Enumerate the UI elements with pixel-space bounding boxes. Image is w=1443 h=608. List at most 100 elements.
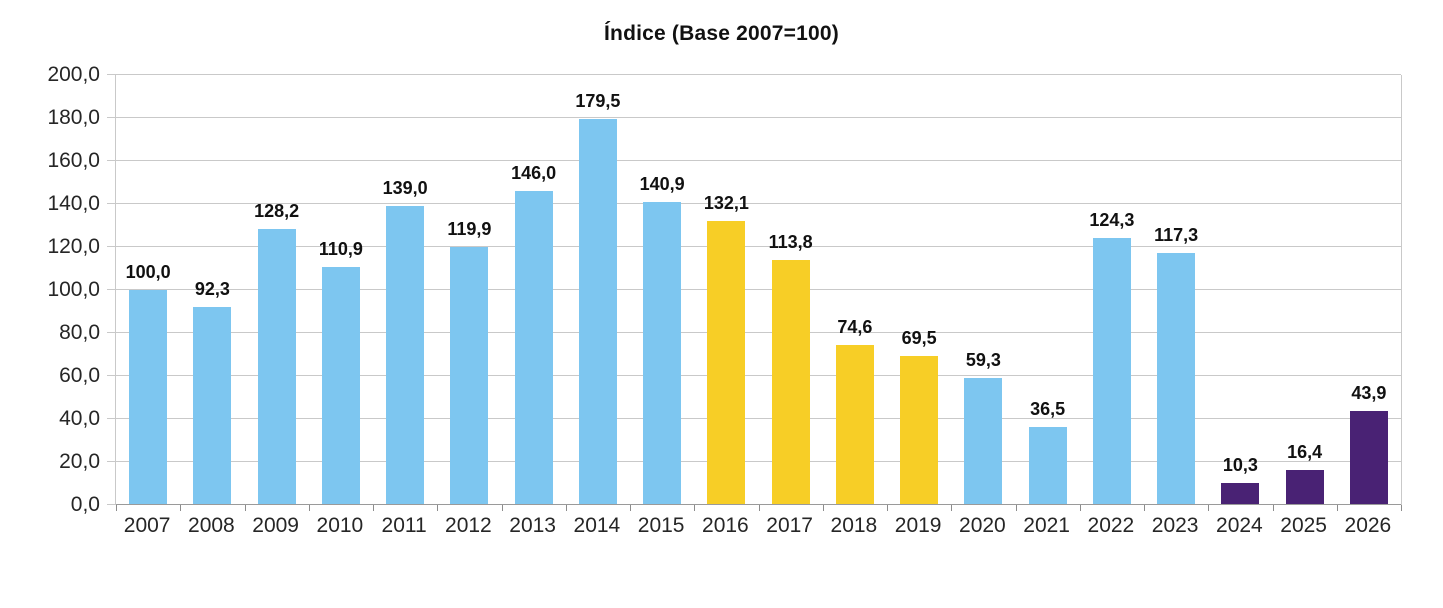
x-axis-label: 2010 bbox=[316, 514, 364, 537]
bar-2023 bbox=[1157, 252, 1196, 505]
x-axis-label: 2025 bbox=[1280, 514, 1327, 537]
bar-cell: 10,3 bbox=[1208, 75, 1272, 505]
bar-2021 bbox=[1028, 426, 1067, 505]
x-axis-label: 2017 bbox=[766, 514, 813, 537]
x-axis-label: 2007 bbox=[123, 514, 171, 537]
bar-value-label: 36,5 bbox=[1030, 398, 1066, 419]
x-axis-label: 2009 bbox=[252, 514, 299, 537]
bar-2019 bbox=[900, 355, 939, 505]
y-axis-tick-label: 20,0 bbox=[59, 450, 100, 473]
y-axis-tick-label: 140,0 bbox=[47, 192, 100, 215]
y-axis-tick bbox=[107, 332, 116, 333]
bar-cell: 132,1 bbox=[694, 75, 758, 505]
x-axis-tick bbox=[951, 505, 953, 511]
bar-2018 bbox=[835, 344, 874, 505]
bar-value-label: 146,0 bbox=[511, 163, 557, 184]
bar-cell: 113,8 bbox=[759, 75, 823, 505]
x-axis-tick bbox=[244, 505, 246, 511]
plot-area: 100,0 92,3 128,2 110,9 139,0 119,9 146,0 179,5 1… bbox=[107, 74, 1402, 511]
x-axis-label: 2016 bbox=[702, 514, 749, 537]
gridline bbox=[116, 246, 1401, 247]
gridline bbox=[116, 117, 1401, 118]
x-axis-tick bbox=[1144, 505, 1145, 511]
gridline bbox=[116, 160, 1401, 161]
chart-title: Índice (Base 2007=100) bbox=[604, 22, 839, 45]
bar-2007 bbox=[129, 290, 168, 505]
y-axis-labels: 0,0 20,0 40,0 60,0 80,0 100,0 120,0 140,0 160,0 1… bbox=[0, 63, 100, 516]
y-axis-tick bbox=[107, 504, 116, 505]
y-axis-tick bbox=[107, 74, 116, 75]
x-axis-tick bbox=[437, 505, 439, 511]
bar-2010 bbox=[321, 266, 360, 505]
bar-value-label: 43,9 bbox=[1351, 382, 1387, 403]
gridline bbox=[116, 203, 1401, 204]
bar-cell: 128,2 bbox=[245, 75, 309, 505]
bar-2015 bbox=[643, 202, 682, 505]
x-axis-tick bbox=[501, 505, 503, 511]
y-axis-tick bbox=[107, 461, 116, 462]
bar-2012 bbox=[450, 247, 489, 505]
x-axis-tick bbox=[1015, 505, 1017, 511]
x-axis-label: 2014 bbox=[573, 514, 621, 537]
bar-cell: 119,9 bbox=[437, 75, 501, 505]
x-axis-tick bbox=[1401, 505, 1402, 511]
bar-2026 bbox=[1349, 410, 1388, 505]
x-axis-label: 2020 bbox=[959, 514, 1006, 537]
x-axis-label: 2019 bbox=[894, 514, 942, 537]
gridline bbox=[116, 74, 1401, 75]
x-axis-tick bbox=[1336, 505, 1338, 511]
bars-row: 100,0 92,3 128,2 110,9 139,0 119,9 146,0 179,5 1… bbox=[116, 75, 1401, 505]
bar-value-label: 132,1 bbox=[703, 193, 749, 213]
y-axis-tick bbox=[107, 160, 116, 161]
bar-cell: 100,0 bbox=[116, 75, 180, 505]
bar-2016 bbox=[707, 221, 746, 505]
bar-cell: 117,3 bbox=[1144, 75, 1208, 505]
bar-cell: 110,9 bbox=[309, 75, 373, 505]
x-axis-tick bbox=[308, 505, 310, 511]
bar-cell: 139,0 bbox=[373, 75, 437, 505]
bar-value-label: 74,6 bbox=[837, 316, 873, 337]
x-axis-tick bbox=[565, 505, 567, 511]
bar-value-label: 140,9 bbox=[639, 174, 685, 195]
y-axis-tick bbox=[107, 203, 116, 204]
x-axis-label: 2018 bbox=[830, 514, 878, 537]
bar-2013 bbox=[514, 191, 553, 505]
x-axis-tick bbox=[758, 505, 760, 511]
gridline bbox=[116, 375, 1401, 376]
x-axis-tick bbox=[822, 505, 824, 511]
x-axis-line bbox=[116, 504, 1401, 505]
bar-cell: 140,9 bbox=[630, 75, 694, 505]
bar-cell: 124,3 bbox=[1080, 75, 1144, 505]
y-axis-tick-label: 40,0 bbox=[59, 407, 100, 430]
x-axis-tick bbox=[116, 505, 117, 511]
x-axis-label: 2011 bbox=[381, 514, 427, 537]
bar-value-label: 113,8 bbox=[768, 232, 813, 253]
y-axis-tick bbox=[107, 117, 116, 118]
y-axis-tick bbox=[107, 246, 116, 247]
x-axis-tick bbox=[630, 505, 631, 511]
x-axis-label: 2021 bbox=[1023, 514, 1070, 537]
bar-value-label: 179,5 bbox=[575, 91, 621, 112]
y-axis-tick bbox=[107, 289, 116, 290]
x-axis-label: 2026 bbox=[1344, 514, 1392, 537]
x-axis-tick bbox=[373, 505, 374, 511]
bar-2022 bbox=[1092, 237, 1131, 505]
x-axis-labels: 2007 2008 2009 2010 2011 2012 2013 2014 2015 2016… bbox=[115, 514, 1400, 538]
x-axis-tick bbox=[1079, 505, 1081, 511]
y-axis-tick-label: 80,0 bbox=[59, 321, 100, 344]
bar-2024 bbox=[1221, 482, 1260, 505]
gridline bbox=[116, 289, 1401, 290]
y-axis-tick-label: 0,0 bbox=[70, 493, 100, 516]
bar-2014 bbox=[578, 119, 617, 505]
x-axis-label: 2023 bbox=[1151, 514, 1199, 537]
y-axis-tick-label: 160,0 bbox=[47, 149, 100, 172]
x-axis-label: 2022 bbox=[1087, 514, 1135, 537]
gridline bbox=[116, 332, 1401, 333]
y-axis-tick bbox=[107, 375, 116, 376]
bar-2011 bbox=[386, 206, 425, 505]
bar-cell: 36,5 bbox=[1016, 75, 1080, 505]
bar-2025 bbox=[1285, 469, 1324, 505]
bar-value-label: 139,0 bbox=[382, 178, 428, 199]
bar-cell: 74,6 bbox=[823, 75, 887, 505]
bar-value-label: 128,2 bbox=[254, 201, 300, 222]
